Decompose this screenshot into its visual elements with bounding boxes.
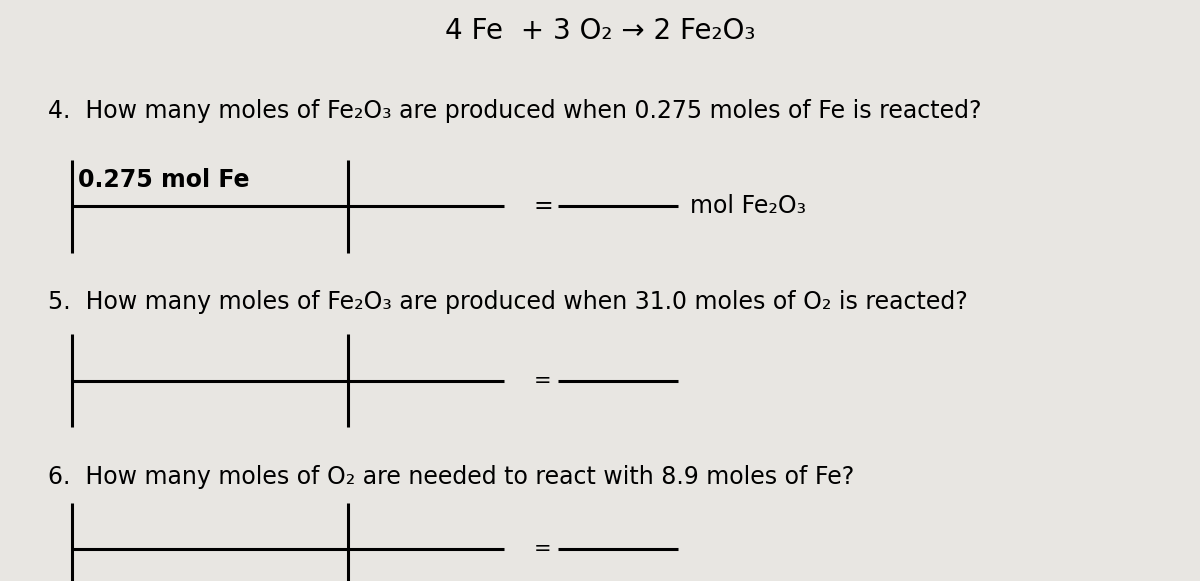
- Text: =: =: [534, 371, 552, 390]
- Text: =: =: [534, 194, 553, 218]
- Text: 6.  How many moles of O₂ are needed to react with 8.9 moles of Fe?: 6. How many moles of O₂ are needed to re…: [48, 465, 854, 489]
- Text: 4 Fe  + 3 O₂ → 2 Fe₂O₃: 4 Fe + 3 O₂ → 2 Fe₂O₃: [445, 17, 755, 45]
- Text: 5.  How many moles of Fe₂O₃ are produced when 31.0 moles of O₂ is reacted?: 5. How many moles of Fe₂O₃ are produced …: [48, 290, 967, 314]
- Text: mol Fe₂O₃: mol Fe₂O₃: [690, 194, 806, 218]
- Text: =: =: [534, 539, 552, 559]
- Text: 4.  How many moles of Fe₂O₃ are produced when 0.275 moles of Fe is reacted?: 4. How many moles of Fe₂O₃ are produced …: [48, 99, 982, 123]
- Text: 0.275 mol Fe: 0.275 mol Fe: [78, 168, 250, 192]
